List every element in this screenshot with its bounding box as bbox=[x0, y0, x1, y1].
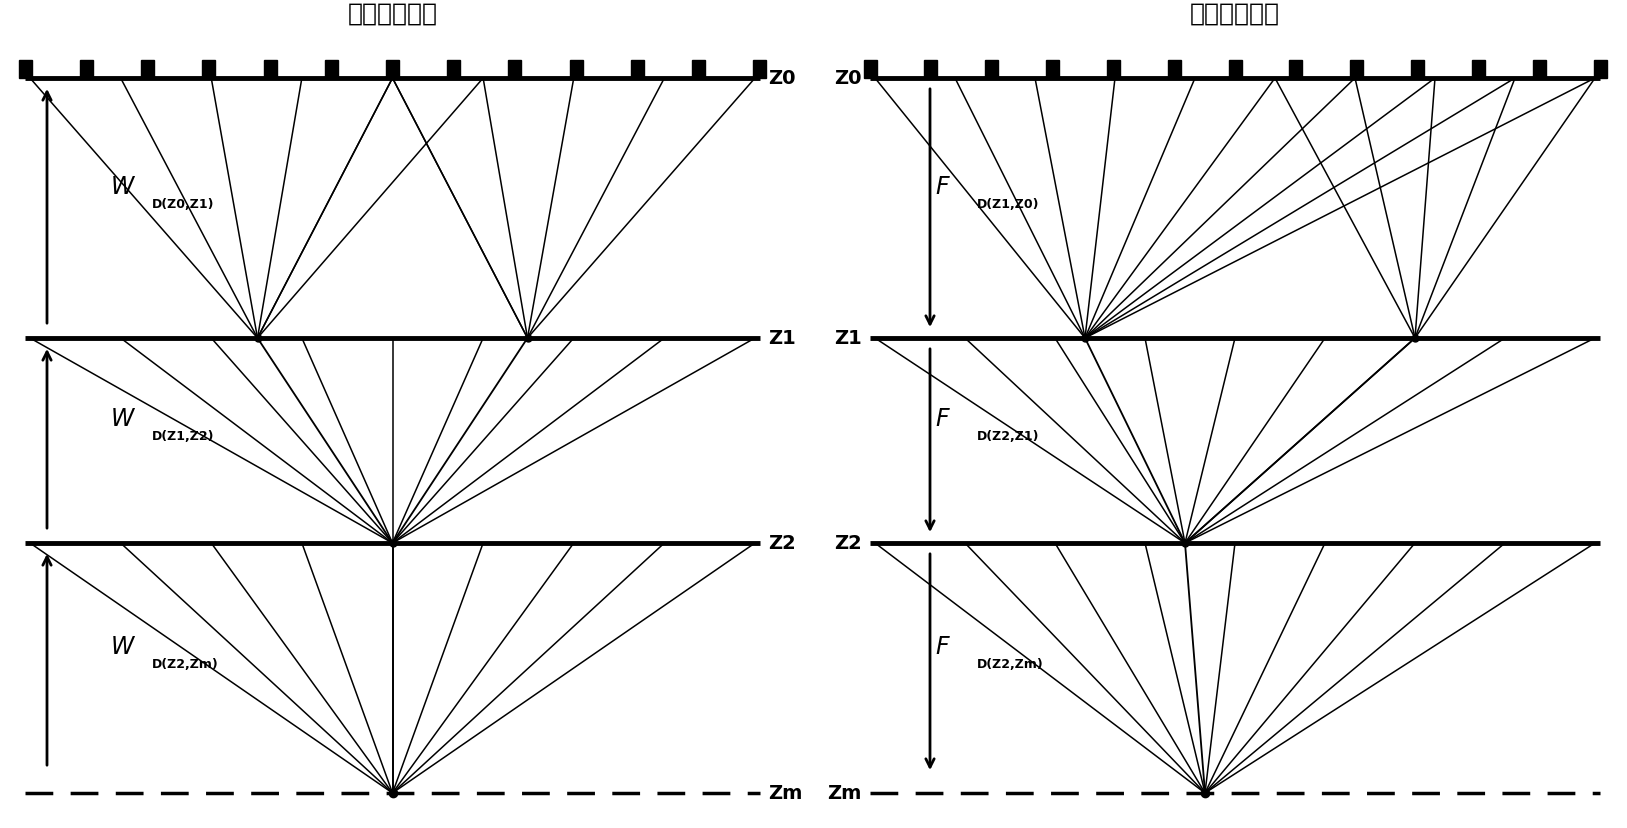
Text: 地表检波排列: 地表检波排列 bbox=[348, 2, 438, 26]
Text: Z1: Z1 bbox=[835, 329, 862, 348]
Bar bbox=[569, 61, 582, 79]
Text: $\mathit{F}$: $\mathit{F}$ bbox=[936, 175, 950, 199]
Bar bbox=[1046, 61, 1059, 79]
Text: Z1: Z1 bbox=[768, 329, 796, 348]
Text: Z2: Z2 bbox=[768, 534, 796, 553]
Bar bbox=[631, 61, 644, 79]
Bar bbox=[1350, 61, 1363, 79]
Text: $\mathit{W}$: $\mathit{W}$ bbox=[111, 175, 137, 199]
Bar bbox=[509, 61, 522, 79]
Text: Z0: Z0 bbox=[768, 70, 796, 89]
Bar bbox=[1411, 61, 1424, 79]
Text: $\mathit{W}$: $\mathit{W}$ bbox=[111, 407, 137, 431]
Bar bbox=[753, 61, 766, 79]
Text: Zm: Zm bbox=[828, 783, 862, 802]
Bar bbox=[202, 61, 215, 79]
Text: D(Z2,Z1): D(Z2,Z1) bbox=[976, 430, 1040, 443]
Text: Zm: Zm bbox=[768, 783, 802, 802]
Text: $\mathit{F}$: $\mathit{F}$ bbox=[936, 407, 950, 431]
Text: D(Z2,Zm): D(Z2,Zm) bbox=[151, 657, 218, 670]
Text: 地表检波排列: 地表检波排列 bbox=[1189, 2, 1280, 26]
Bar bbox=[18, 61, 31, 79]
Text: D(Z1,Z2): D(Z1,Z2) bbox=[151, 430, 215, 443]
Bar bbox=[1228, 61, 1241, 79]
Bar bbox=[864, 61, 877, 79]
Text: $\mathit{F}$: $\mathit{F}$ bbox=[936, 634, 950, 658]
Bar bbox=[1533, 61, 1546, 79]
Text: Z0: Z0 bbox=[835, 70, 862, 89]
Text: D(Z2,Zm): D(Z2,Zm) bbox=[976, 657, 1045, 670]
Bar bbox=[1168, 61, 1181, 79]
Text: D(Z0,Z1): D(Z0,Z1) bbox=[151, 198, 215, 211]
Bar bbox=[142, 61, 155, 79]
Bar bbox=[1472, 61, 1485, 79]
Bar bbox=[264, 61, 277, 79]
Bar bbox=[1289, 61, 1302, 79]
Text: D(Z1,Z0): D(Z1,Z0) bbox=[976, 198, 1040, 211]
Bar bbox=[325, 61, 338, 79]
Bar bbox=[924, 61, 937, 79]
Bar bbox=[80, 61, 93, 79]
Bar bbox=[1106, 61, 1119, 79]
Bar bbox=[986, 61, 999, 79]
Text: Z2: Z2 bbox=[835, 534, 862, 553]
Bar bbox=[691, 61, 704, 79]
Text: $\mathit{W}$: $\mathit{W}$ bbox=[111, 634, 137, 658]
Bar bbox=[386, 61, 399, 79]
Bar bbox=[1593, 61, 1606, 79]
Bar bbox=[447, 61, 460, 79]
